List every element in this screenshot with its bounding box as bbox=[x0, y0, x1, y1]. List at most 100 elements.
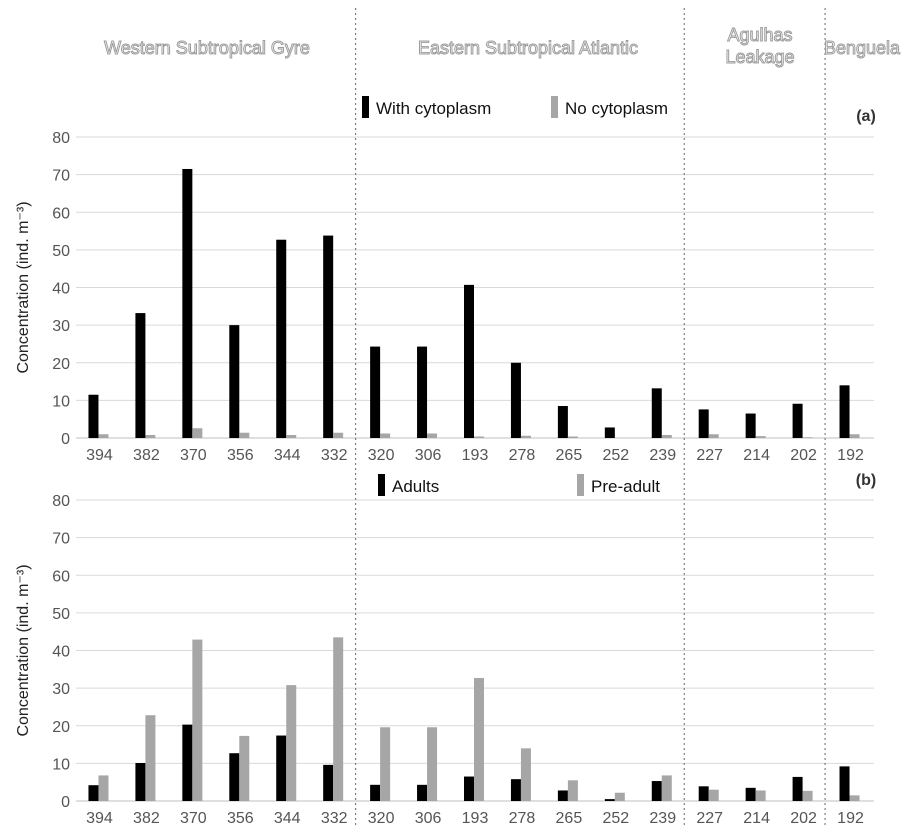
legend-swatch bbox=[378, 474, 385, 496]
bar-black-series bbox=[557, 406, 568, 438]
bar-grey-series bbox=[286, 434, 297, 438]
x-tick-label: 306 bbox=[415, 447, 442, 464]
bar-grey-series bbox=[661, 434, 672, 438]
bar-grey-series bbox=[145, 434, 156, 438]
bar-grey-series bbox=[708, 434, 719, 438]
x-tick-label: 227 bbox=[696, 447, 723, 464]
legend-swatch bbox=[362, 96, 369, 118]
bar-black-series bbox=[370, 346, 381, 438]
y-tick-label: 70 bbox=[52, 168, 70, 185]
legend-label: Adults bbox=[392, 477, 439, 496]
bar-grey-series bbox=[98, 775, 109, 801]
legend-label: No cytoplasm bbox=[565, 99, 668, 118]
x-tick-label: 370 bbox=[180, 447, 207, 464]
legend-label: Pre-adult bbox=[591, 477, 660, 496]
bar-grey-series bbox=[474, 677, 484, 801]
bar-black-series bbox=[698, 786, 709, 801]
x-tick-label: 265 bbox=[556, 447, 583, 464]
bar-grey-series bbox=[192, 428, 203, 438]
y-tick-label: 50 bbox=[52, 606, 70, 623]
x-tick-label: 344 bbox=[274, 447, 301, 464]
bar-black-series bbox=[792, 403, 803, 438]
bar-black-series bbox=[745, 787, 756, 801]
bar-black-series bbox=[604, 427, 615, 438]
x-tick-label: 214 bbox=[743, 447, 770, 464]
bar-black-series bbox=[229, 753, 240, 801]
x-tick-label: 320 bbox=[368, 447, 395, 464]
bar-black-series bbox=[135, 313, 146, 438]
y-axis-title: Concentration (ind. m⁻³) bbox=[15, 564, 32, 736]
bar-black-series bbox=[276, 735, 287, 801]
x-tick-label: 306 bbox=[415, 810, 442, 827]
y-tick-label: 30 bbox=[52, 681, 70, 698]
y-tick-label: 60 bbox=[52, 205, 70, 222]
bar-grey-series bbox=[380, 433, 391, 438]
region-label: Western Subtropical Gyre bbox=[104, 38, 310, 58]
region-label: Leakage bbox=[725, 47, 794, 67]
x-tick-label: 370 bbox=[180, 810, 207, 827]
bar-black-series bbox=[464, 776, 474, 801]
bar-grey-series bbox=[520, 748, 531, 801]
y-tick-label: 40 bbox=[52, 644, 70, 661]
bar-grey-series bbox=[849, 795, 860, 801]
x-tick-label: 193 bbox=[462, 447, 489, 464]
y-tick-label: 40 bbox=[52, 281, 70, 298]
x-tick-label: 344 bbox=[274, 810, 301, 827]
panel-tag: (b) bbox=[856, 472, 876, 489]
bar-black-series bbox=[182, 724, 193, 801]
bar-black-series bbox=[557, 790, 568, 801]
bar-black-series bbox=[323, 235, 334, 438]
bar-grey-series bbox=[333, 637, 344, 801]
x-tick-label: 214 bbox=[743, 810, 770, 827]
x-tick-label: 202 bbox=[790, 810, 817, 827]
bar-black-series bbox=[88, 785, 99, 801]
y-tick-label: 0 bbox=[61, 794, 70, 811]
x-tick-label: 332 bbox=[321, 810, 348, 827]
x-tick-label: 394 bbox=[86, 810, 113, 827]
y-tick-label: 70 bbox=[52, 531, 70, 548]
region-label: Benguela bbox=[824, 38, 901, 58]
region-label: Eastern Subtropical Atlantic bbox=[418, 38, 638, 58]
bar-black-series bbox=[651, 388, 662, 438]
bar-black-series bbox=[417, 346, 428, 438]
x-tick-label: 394 bbox=[86, 447, 113, 464]
bar-grey-series bbox=[474, 436, 484, 438]
x-tick-label: 356 bbox=[227, 810, 254, 827]
bar-grey-series bbox=[708, 789, 719, 801]
bar-black-series bbox=[839, 766, 850, 801]
x-tick-label: 382 bbox=[133, 447, 160, 464]
x-tick-label: 227 bbox=[696, 810, 723, 827]
bar-black-series bbox=[276, 239, 287, 438]
bar-black-series bbox=[510, 362, 521, 438]
bar-grey-series bbox=[333, 432, 344, 438]
y-tick-label: 30 bbox=[52, 318, 70, 335]
bar-black-series bbox=[792, 776, 803, 801]
y-tick-label: 20 bbox=[52, 719, 70, 736]
x-tick-label: 192 bbox=[837, 810, 864, 827]
bar-black-series bbox=[839, 385, 850, 438]
bar-black-series bbox=[370, 784, 381, 801]
legend-swatch bbox=[551, 96, 558, 118]
bar-grey-series bbox=[145, 715, 156, 801]
bar-grey-series bbox=[661, 775, 672, 801]
x-tick-label: 252 bbox=[602, 810, 629, 827]
y-tick-label: 60 bbox=[52, 568, 70, 585]
y-tick-label: 10 bbox=[52, 393, 70, 410]
bar-grey-series bbox=[239, 735, 250, 801]
y-tick-label: 20 bbox=[52, 356, 70, 373]
bar-black-series bbox=[135, 762, 146, 801]
bar-grey-series bbox=[192, 639, 203, 801]
x-tick-label: 192 bbox=[837, 447, 864, 464]
bar-black-series bbox=[510, 779, 521, 801]
bar-black-series bbox=[229, 325, 240, 438]
bar-grey-series bbox=[755, 436, 766, 438]
bar-grey-series bbox=[239, 432, 250, 438]
legend-swatch bbox=[577, 474, 584, 496]
bar-black-series bbox=[745, 413, 756, 438]
bar-grey-series bbox=[520, 435, 531, 438]
y-tick-label: 50 bbox=[52, 243, 70, 260]
bar-grey-series bbox=[567, 436, 578, 438]
bar-grey-series bbox=[427, 433, 438, 438]
